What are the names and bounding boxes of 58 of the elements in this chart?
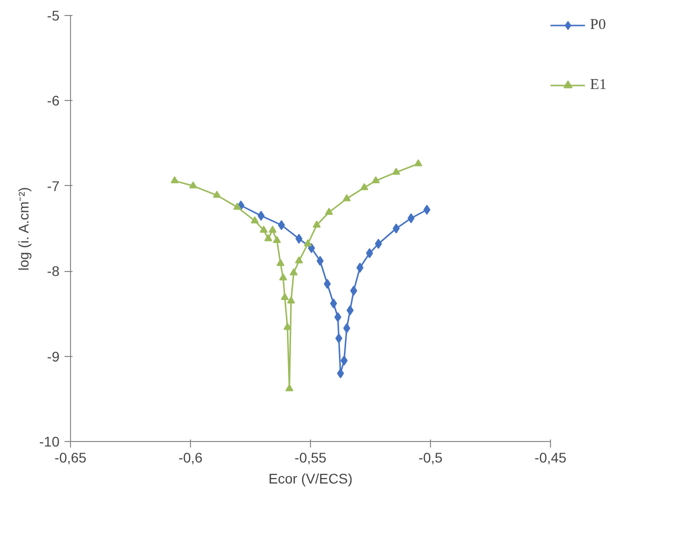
point	[276, 258, 284, 266]
point	[285, 384, 294, 392]
point	[330, 298, 338, 308]
point	[295, 234, 302, 244]
point	[264, 234, 272, 242]
point	[324, 278, 331, 289]
x-tick-label: -0,55	[294, 450, 327, 466]
point	[340, 356, 348, 366]
x-tick-label: -0,65	[54, 450, 87, 466]
point	[414, 159, 422, 166]
y-tick-label: -8	[47, 263, 60, 280]
point	[316, 256, 324, 266]
point	[334, 312, 342, 322]
point	[350, 286, 358, 296]
x-tick-label: -0,6	[178, 450, 203, 466]
y-tick-label: -9	[47, 348, 60, 364]
point	[324, 208, 333, 215]
point	[290, 268, 298, 276]
point	[408, 213, 415, 224]
y-tick-label: -7	[47, 178, 60, 194]
y-tick-label: -6	[47, 92, 60, 109]
x-tick-label: -0,5	[418, 450, 443, 466]
x-axis-title: Ecor (V/ECS)	[268, 470, 353, 486]
legend-label: P0	[590, 16, 607, 34]
point	[335, 333, 342, 344]
point	[343, 323, 350, 334]
y-tick-label: -5	[47, 8, 60, 24]
point	[372, 176, 380, 184]
point	[360, 183, 368, 190]
point	[278, 220, 285, 230]
y-tick-label: -10	[39, 434, 60, 450]
point	[294, 256, 303, 264]
point	[212, 190, 221, 198]
point	[233, 202, 242, 210]
point	[283, 322, 292, 330]
point	[287, 296, 296, 304]
point	[189, 181, 198, 188]
legend-label: E1	[590, 76, 608, 94]
point	[356, 262, 364, 273]
point	[342, 194, 351, 202]
point	[258, 210, 265, 221]
point	[392, 168, 400, 175]
point	[423, 204, 430, 215]
point	[280, 292, 289, 300]
point	[304, 239, 312, 246]
point	[260, 226, 268, 233]
y-axis-title: log (i. A.cm⁻²)	[15, 187, 32, 271]
point	[312, 220, 321, 228]
point	[392, 224, 400, 234]
point	[268, 226, 277, 233]
point	[170, 176, 179, 184]
point	[346, 305, 354, 316]
x-tick-label: -0,45	[534, 450, 567, 466]
point	[374, 238, 382, 249]
point	[366, 248, 374, 258]
point	[272, 236, 281, 243]
point	[279, 273, 288, 280]
point	[250, 216, 259, 224]
